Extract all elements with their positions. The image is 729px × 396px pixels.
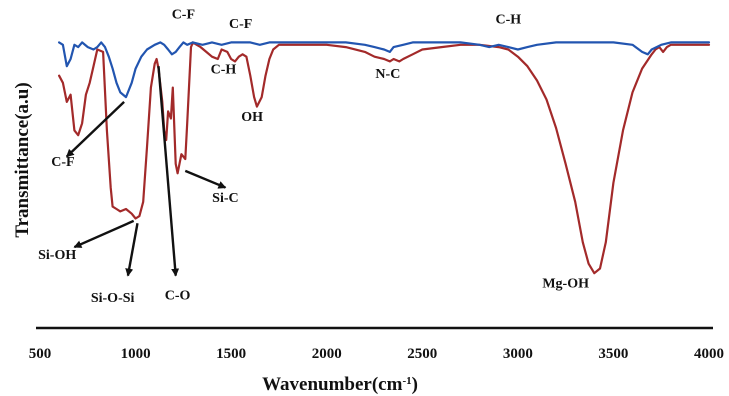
annotation-arrow [157,66,180,277]
x-axis-title: Wavenumber(cm-1) [262,374,418,395]
series-line-red [57,41,711,275]
peak-annotation: C-F [172,8,195,23]
peak-annotation: Si-OH [38,248,76,263]
x-tick-label: 2000 [312,346,342,362]
peak-annotation: C-O [165,288,191,303]
peak-annotation: C-H [495,12,521,27]
annotation-labels: C-F C-F C-H C-H OH N-C C-F Si-C Si-OH Si-O-Si C-O M… [38,8,589,306]
annotation-arrow [65,101,125,158]
peak-annotation: Si-O-Si [91,291,135,306]
annotation-arrow [125,223,139,277]
x-tick-label: 4000 [694,346,724,362]
peak-annotation: C-F [51,155,74,170]
annotation-arrow [184,169,227,189]
x-tick-label: 3000 [503,346,533,362]
peak-annotation: OH [241,110,263,125]
peak-annotation: C-F [229,17,252,32]
annotation-arrow [73,219,135,249]
series-line-blue [57,41,711,99]
x-tick-label: 1000 [121,346,151,362]
x-tick-label: 1500 [216,346,246,362]
peak-annotation: Mg-OH [542,277,589,292]
x-tick-labels: 500 1000 1500 2000 2500 3000 3500 4000 [29,346,724,362]
x-tick-label: 500 [29,346,52,362]
x-tick-label: 3500 [598,346,628,362]
y-axis-title: Transmittance(a.u) [12,82,33,237]
x-tick-label: 2500 [407,346,437,362]
annotation-arrows [65,66,227,277]
peak-annotation: C-H [211,62,237,77]
peak-annotation: N-C [375,67,400,82]
peak-annotation: Si-C [212,191,238,206]
plot-area [57,41,711,275]
